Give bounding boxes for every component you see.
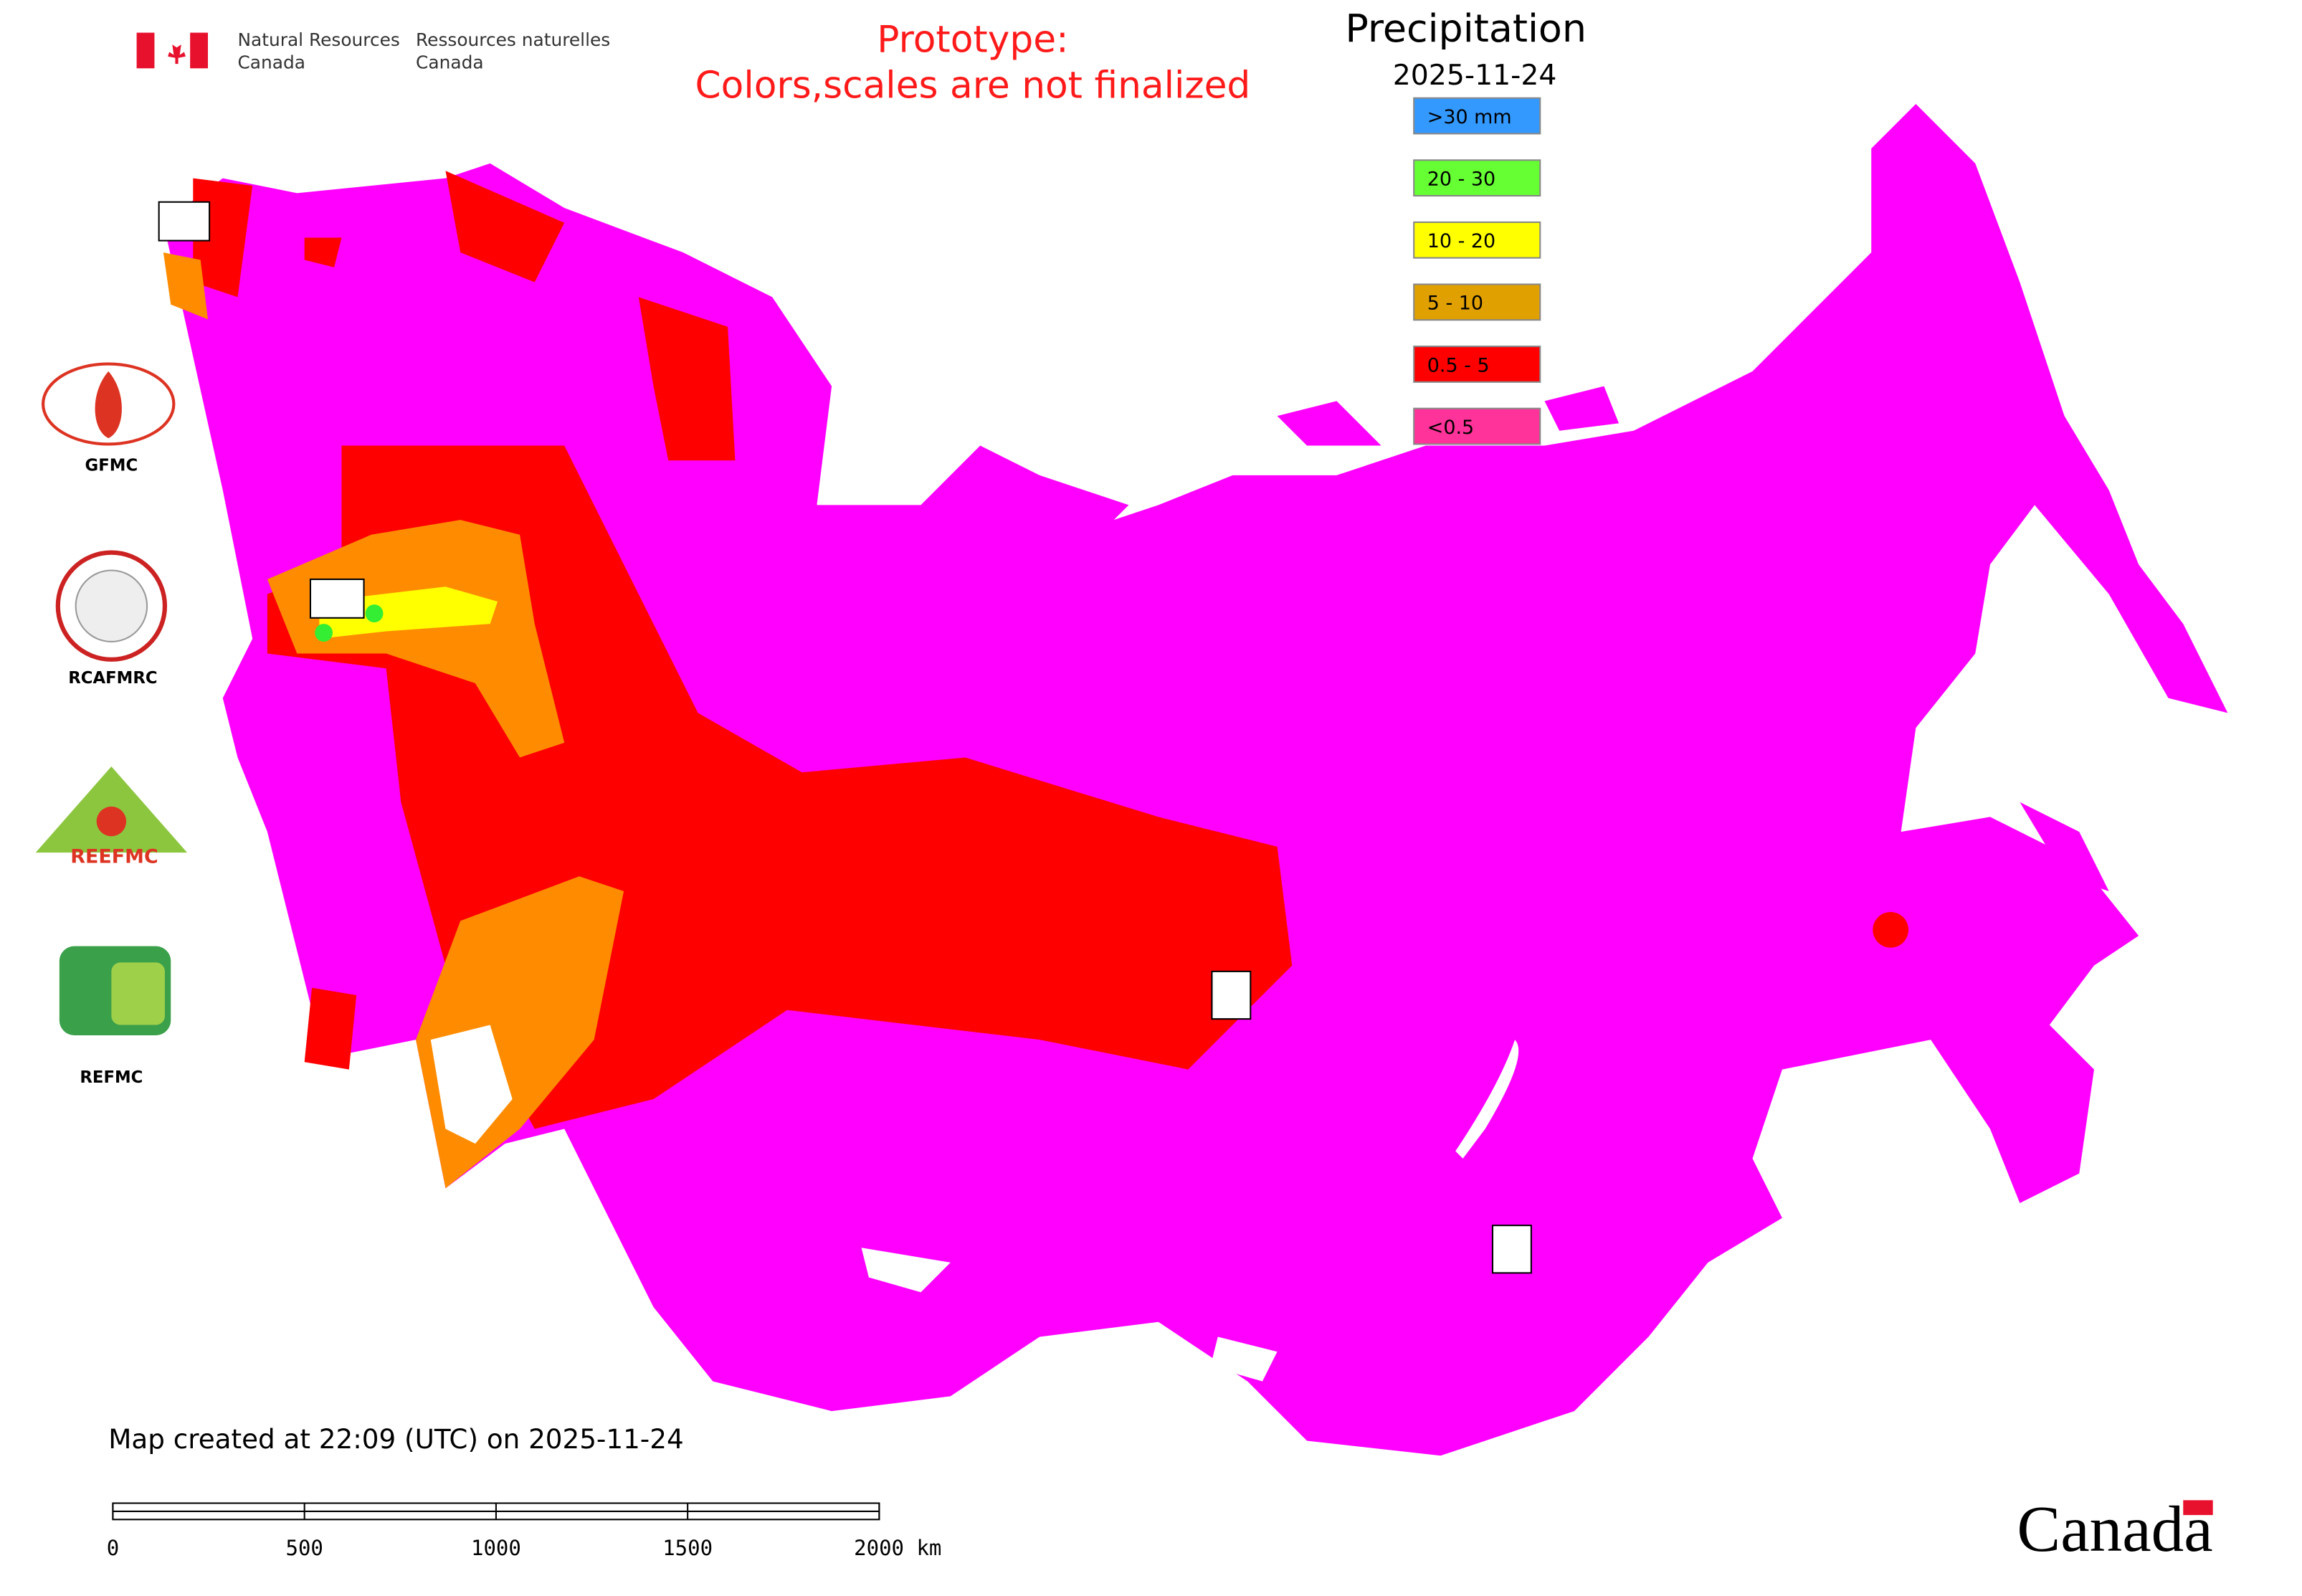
footer-note: Map created at 22:09 (UTC) on 2025-11-24 xyxy=(108,1423,683,1455)
logo-inner xyxy=(111,962,165,1025)
legend-swatch xyxy=(1413,346,1541,383)
legend-label: 5 - 10 xyxy=(1427,293,1483,315)
legend-label: 20 - 30 xyxy=(1427,168,1495,191)
station-marker xyxy=(309,578,365,619)
logo-rcafmrc xyxy=(55,550,168,662)
scale-label: 500 xyxy=(285,1536,323,1560)
logo-flame xyxy=(95,371,122,439)
zone-green xyxy=(315,624,333,642)
agency-fr: Ressources naturelles xyxy=(416,29,610,50)
wordmark-flag xyxy=(2183,1500,2213,1516)
flag-bar xyxy=(136,32,155,69)
wordmark: Canada xyxy=(2017,1493,2212,1565)
zone-green xyxy=(365,604,384,623)
legend-label: <0.5 xyxy=(1427,417,1474,439)
logo-core xyxy=(75,569,148,642)
lake xyxy=(861,1248,1278,1382)
legend-label: >30 mm xyxy=(1427,106,1512,128)
lake xyxy=(430,1025,513,1144)
logo-refmc xyxy=(59,946,171,1035)
maple-leaf xyxy=(168,38,186,65)
agency-en: Canada xyxy=(237,52,305,72)
legend-swatch xyxy=(1413,97,1541,135)
date: 2025-11-24 xyxy=(1393,59,1557,92)
station-marker xyxy=(1211,970,1252,1020)
notice: Prototype: xyxy=(877,19,1068,62)
logo-flame xyxy=(96,806,127,837)
logo-gfmc xyxy=(42,362,176,446)
scale-label: 1000 xyxy=(471,1536,521,1560)
station-marker xyxy=(158,201,211,242)
logo-label: REEFMC xyxy=(70,846,158,868)
legend-swatch xyxy=(1413,221,1541,259)
map-area xyxy=(163,104,2228,1456)
legend-swatch xyxy=(1413,283,1541,321)
flag-bar xyxy=(190,32,209,69)
scale-label: 2000 km xyxy=(854,1536,941,1560)
zone-orange xyxy=(163,252,624,1189)
scale-label: 0 xyxy=(107,1536,119,1560)
scale-label: 1500 xyxy=(662,1536,713,1560)
logo-label: REFMC xyxy=(80,1068,143,1087)
legend-swatch xyxy=(1413,407,1541,445)
agency-en: Natural Resources xyxy=(237,29,399,50)
legend-label: 10 - 20 xyxy=(1427,230,1495,252)
title: Precipitation xyxy=(1345,6,1587,51)
legend-swatch xyxy=(1413,159,1541,197)
agency-fr: Canada xyxy=(416,52,484,72)
zone-red xyxy=(1873,912,1909,948)
flag xyxy=(136,32,209,69)
station-marker xyxy=(1491,1225,1532,1274)
logo-label: GFMC xyxy=(85,457,138,475)
logo-ring xyxy=(42,362,176,446)
legend-label: 0.5 - 5 xyxy=(1427,354,1490,376)
scale-bar: 0 500 1000 1500 2000 km xyxy=(107,1502,941,1560)
legend: >30 mm 20 - 30 10 - 20 5 - 10 0.5 - 5 <0.5 xyxy=(1413,97,1541,445)
notice: Colors,scales are not finalized xyxy=(695,65,1251,108)
logo-reefmc xyxy=(35,766,188,853)
lake xyxy=(1455,1040,1519,1159)
logo-label: RCAFMRC xyxy=(68,669,157,688)
